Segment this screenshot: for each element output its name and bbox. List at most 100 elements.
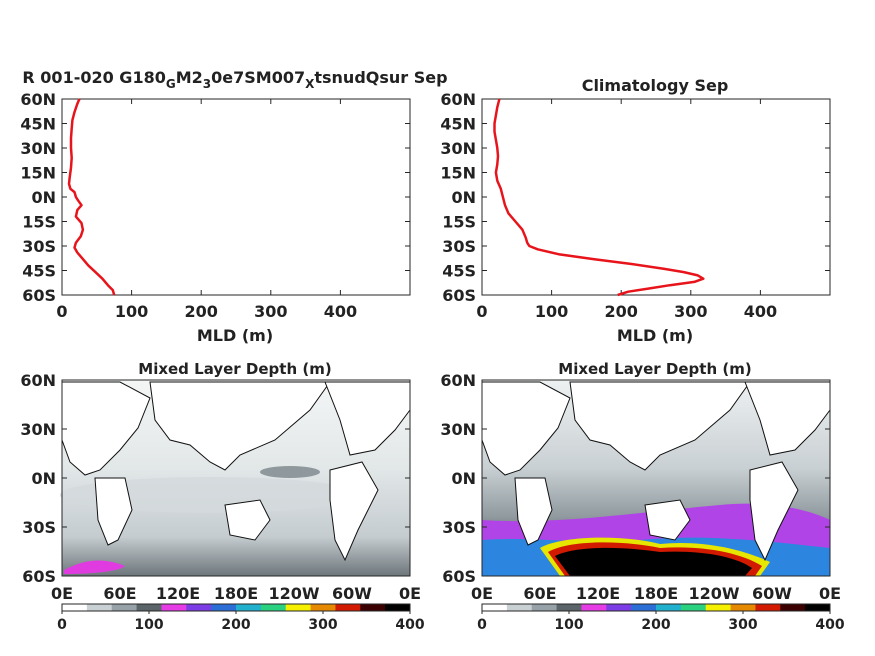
x-tick-label: 0 [56, 302, 67, 321]
y-tick-label: 0N [451, 188, 476, 207]
colorbar-swatch [335, 604, 361, 611]
profile-panel-model: R 001-020 G180GM230e7SM007XtsnudQsur Sep… [20, 68, 447, 345]
axes-frame [481, 98, 831, 296]
y-tick-label: 60N [440, 90, 476, 109]
y-tick-label: 60S [22, 567, 56, 586]
x-tick-label: 60W [752, 584, 792, 603]
profile-panel-climatology: Climatology Sep 0 100 200 300 400 60N 45N 30N 15… [440, 76, 831, 345]
coastline [61, 381, 411, 562]
x-tick-label: 120E [576, 584, 620, 603]
x-tick-label: 100 [115, 302, 148, 321]
y-tick-label: 0N [451, 469, 476, 488]
x-tick-label: 0E [471, 584, 493, 603]
y-tick-label: 0N [31, 188, 56, 207]
colorbar-swatch [755, 604, 781, 611]
colorbar-swatch [385, 604, 411, 611]
colorbar-swatch [260, 604, 287, 611]
colorbar-tick-label: 400 [395, 617, 424, 633]
x-tick-label: 300 [674, 302, 707, 321]
mld-profile-line [493, 98, 705, 297]
colorbar-swatch [805, 604, 831, 611]
y-tick-label: 30N [20, 420, 56, 439]
colorbar-swatch [86, 604, 113, 611]
colorbar-swatch [62, 604, 88, 611]
x-tick-label: 300 [254, 302, 287, 321]
colorbar-swatch [531, 604, 558, 611]
x-tick-label: 120E [156, 584, 200, 603]
x-tick-label: 120W [688, 584, 739, 603]
y-tick-label: 30N [20, 139, 56, 158]
y-tick-label: 30S [22, 237, 56, 256]
y-tick-label: 45S [22, 262, 56, 281]
y-tick-label: 60S [442, 286, 476, 305]
y-tick-label: 15S [442, 213, 476, 232]
x-tick-label: 180E [634, 584, 678, 603]
x-axis-label: MLD (m) [197, 326, 273, 345]
colorbar-swatch [780, 604, 806, 611]
x-tick-label: 60E [103, 584, 136, 603]
profile-title-model: R 001-020 G180GM230e7SM007XtsnudQsur Sep [22, 68, 447, 91]
y-tick-label: 30S [442, 237, 476, 256]
colorbar-tick-label: 200 [221, 617, 250, 633]
colorbar-tick-label: 0 [57, 617, 67, 633]
x-tick-label: 0 [476, 302, 487, 321]
colorbar-tick-label: 400 [815, 617, 844, 633]
y-tick-label: 60N [20, 90, 56, 109]
y-tick-label: 30S [22, 518, 56, 537]
x-tick-label: 200 [184, 302, 217, 321]
map-title-climatology: Mixed Layer Depth (m) [558, 360, 751, 378]
y-tick-label: 0N [31, 469, 56, 488]
x-tick-label: 60W [332, 584, 372, 603]
colorbar-swatch [211, 604, 237, 611]
colorbar-swatch [581, 604, 607, 611]
colorbar-swatch [556, 604, 582, 611]
colorbar-swatch [136, 604, 162, 611]
x-tick-label: 200 [604, 302, 637, 321]
x-tick-label: 400 [744, 302, 777, 321]
colorbar-tick-label: 200 [641, 617, 670, 633]
x-tick-label: 400 [324, 302, 357, 321]
colorbar-swatch [631, 604, 657, 611]
profile-title-climatology: Climatology Sep [582, 76, 729, 95]
colorbar-tick-label: 300 [728, 617, 757, 633]
colorbar-swatch [186, 604, 212, 611]
axes-frame [61, 98, 411, 296]
colorbar-swatch [506, 604, 533, 611]
y-tick-label: 45N [20, 115, 56, 134]
x-tick-label: 0E [51, 584, 73, 603]
y-tick-label: 60N [440, 371, 476, 390]
y-tick-label: 60S [442, 567, 476, 586]
y-tick-label: 45N [440, 115, 476, 134]
colorbar-swatch [705, 604, 732, 611]
x-tick-label: 180E [214, 584, 258, 603]
x-tick-label: 0E [399, 584, 421, 603]
map-title-model: Mixed Layer Depth (m) [138, 360, 331, 378]
y-tick-label: 45S [442, 262, 476, 281]
colorbar-swatch [730, 604, 756, 611]
colorbar-swatch [656, 604, 682, 611]
colorbar-swatch [360, 604, 386, 611]
y-tick-label: 30N [440, 420, 476, 439]
colorbar-swatch [680, 604, 707, 611]
x-tick-label: 100 [535, 302, 568, 321]
x-tick-label: 0E [819, 584, 841, 603]
colorbar-tick-label: 0 [477, 617, 487, 633]
colorbar-tick-label: 300 [308, 617, 337, 633]
x-axis-label: MLD (m) [617, 326, 693, 345]
colorbar-swatch [310, 604, 336, 611]
y-tick-label: 15N [20, 164, 56, 183]
coastline [481, 381, 831, 562]
y-tick-label: 15N [440, 164, 476, 183]
y-tick-label: 30S [442, 518, 476, 537]
x-tick-label: 120W [268, 584, 319, 603]
y-tick-label: 30N [440, 139, 476, 158]
plot-area: 0 100 200 300 400 60N 45N 30N 15N 0N 15S 30S 45S 60S [20, 90, 411, 321]
plot-area: 0 100 200 300 400 60N 45N 30N 15N 0N 15S 30S 45S 60S [440, 90, 831, 321]
colorbar-swatch [111, 604, 138, 611]
y-tick-label: 60N [20, 371, 56, 390]
colorbar-swatch [285, 604, 312, 611]
